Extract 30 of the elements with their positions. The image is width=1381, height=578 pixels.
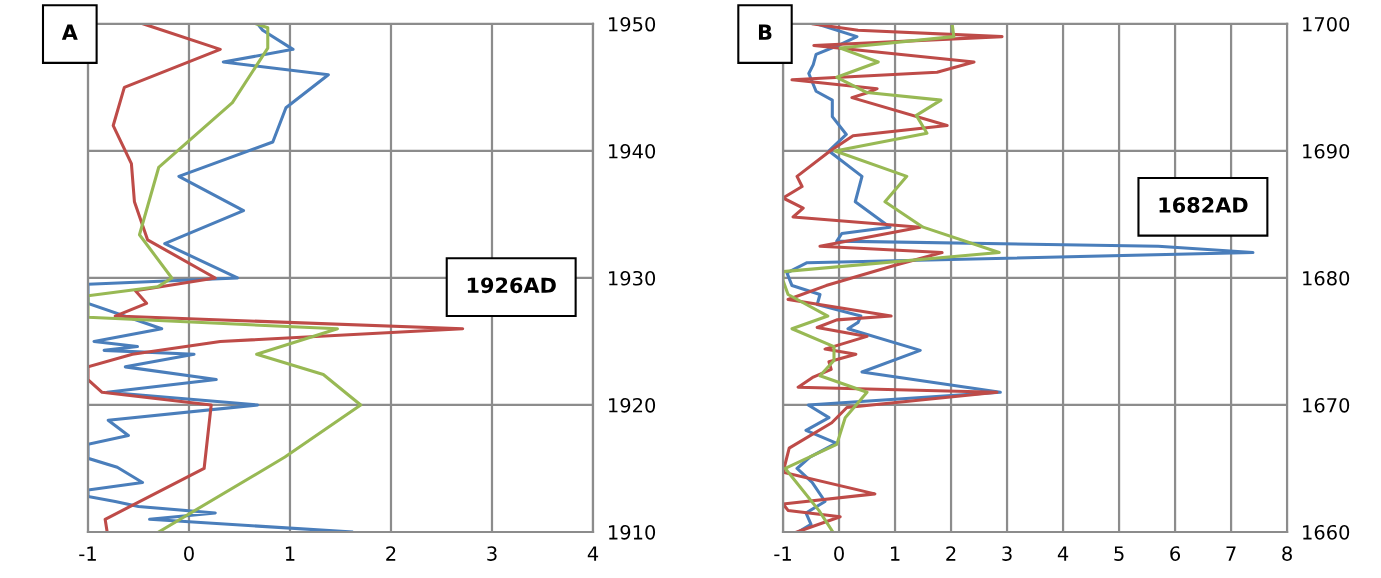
chart-title: A bbox=[61, 24, 78, 40]
y-tick-label: 1940 bbox=[609, 143, 656, 159]
annotation: 1682AD bbox=[1159, 197, 1248, 213]
y-tick-label: 1700 bbox=[1303, 16, 1350, 32]
x-tick-label: -1 bbox=[774, 546, 791, 561]
annotation: 1926AD bbox=[467, 277, 556, 294]
y-tick-label: 1930 bbox=[609, 270, 656, 286]
x-tick-label: 3 bbox=[1002, 546, 1012, 561]
x-tick-label: 6 bbox=[1170, 546, 1181, 561]
chart-title: B bbox=[758, 24, 772, 40]
y-tick-label: 1950 bbox=[609, 16, 656, 32]
y-tick-label: 1680 bbox=[1303, 270, 1350, 286]
x-tick-label: 1 bbox=[285, 546, 295, 561]
x-tick-label: 4 bbox=[1057, 546, 1069, 561]
x-tick-label: 1 bbox=[890, 546, 900, 561]
y-tick-label: 1670 bbox=[1303, 397, 1350, 413]
x-tick-label: 7 bbox=[1226, 546, 1236, 561]
x-tick-label: 4 bbox=[587, 546, 599, 561]
x-tick-label: 2 bbox=[386, 546, 396, 561]
x-tick-label: 8 bbox=[1282, 546, 1292, 561]
x-tick-label: 0 bbox=[184, 546, 194, 561]
y-tick-label: 1660 bbox=[1303, 524, 1350, 540]
x-tick-label: 2 bbox=[946, 546, 956, 561]
y-tick-label: 1690 bbox=[1303, 143, 1350, 159]
x-tick-label: 3 bbox=[487, 546, 497, 561]
x-tick-label: 0 bbox=[834, 546, 844, 561]
y-tick-label: 1920 bbox=[609, 397, 656, 413]
x-tick-label: -1 bbox=[79, 546, 96, 561]
y-tick-label: 1910 bbox=[609, 524, 656, 540]
x-tick-label: 5 bbox=[1114, 546, 1124, 561]
